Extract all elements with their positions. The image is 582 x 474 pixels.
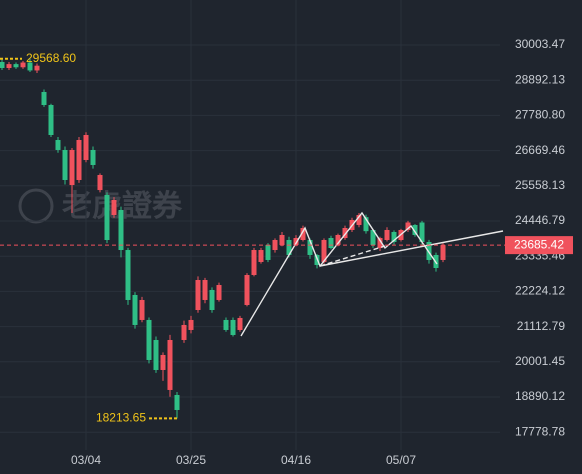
grid xyxy=(0,0,500,450)
candles xyxy=(0,58,446,419)
candle-body xyxy=(230,319,236,335)
y-tick-label: 28892.13 xyxy=(515,72,565,86)
candle-body xyxy=(342,227,348,239)
candle-body xyxy=(195,280,201,310)
candle-body xyxy=(405,222,411,230)
high-marker-label: 29568.60 xyxy=(26,51,76,65)
candle-body xyxy=(111,199,117,216)
y-tick-label: 26669.46 xyxy=(515,143,565,157)
candle-body xyxy=(13,64,19,68)
candle-body xyxy=(181,324,187,340)
x-tick-label: 04/16 xyxy=(281,453,311,467)
candle-body xyxy=(118,210,124,251)
candle-body xyxy=(363,217,369,232)
y-tick-label: 18890.12 xyxy=(515,389,565,403)
trend-line-dashed xyxy=(319,245,386,267)
candle-body xyxy=(426,241,432,260)
candle-body xyxy=(335,234,341,246)
candle-body xyxy=(286,239,292,255)
candle-body xyxy=(209,289,215,310)
overlay: 30003.47 28892.13 27780.80 26669.46 25558.13… xyxy=(0,37,573,467)
y-tick-label: 20001.45 xyxy=(515,354,565,368)
candle-body xyxy=(132,294,138,325)
candle-body xyxy=(391,231,397,242)
candle-body xyxy=(377,238,383,249)
candle-body xyxy=(62,149,68,181)
candle-body xyxy=(412,224,418,235)
candle-body xyxy=(223,319,229,330)
low-marker-label: 18213.65 xyxy=(96,411,146,425)
y-tick-label: 17778.78 xyxy=(515,424,565,438)
candle-body xyxy=(69,149,75,186)
y-tick-label: 27780.80 xyxy=(515,108,565,122)
y-tick-label: 21112.79 xyxy=(517,319,566,333)
pattern-line xyxy=(240,211,438,337)
drawing-lines xyxy=(240,211,504,337)
candle-body xyxy=(265,245,271,260)
candle-body xyxy=(174,394,180,410)
y-tick-label: 30003.47 xyxy=(515,37,565,51)
y-tick-label: 22224.12 xyxy=(515,284,565,298)
candle-body xyxy=(202,280,208,300)
candle-body xyxy=(321,239,327,262)
candle-body xyxy=(237,317,243,330)
candle-body xyxy=(307,239,313,255)
x-tick-label: 05/07 xyxy=(386,453,416,467)
candle-body xyxy=(384,229,390,240)
candle-body xyxy=(216,285,222,300)
candle-body xyxy=(251,250,257,275)
candle-body xyxy=(97,175,103,191)
candle-body xyxy=(76,140,82,181)
candle-body xyxy=(328,238,334,249)
candle-body xyxy=(90,149,96,165)
candle-body xyxy=(55,140,61,150)
watermark-logo xyxy=(18,188,54,224)
candle-body xyxy=(188,319,194,330)
y-tick-label: 25558.13 xyxy=(515,178,565,192)
candle-body xyxy=(125,250,131,300)
x-tick-label: 03/25 xyxy=(176,453,206,467)
candle-body xyxy=(300,227,306,240)
candle-body xyxy=(34,65,40,71)
candle-body xyxy=(440,245,446,260)
candle-body xyxy=(244,274,250,305)
candle-body xyxy=(0,61,5,69)
candle-body xyxy=(279,234,285,246)
candle-body xyxy=(83,134,89,160)
candle-body xyxy=(146,319,152,360)
x-tick-label: 03/04 xyxy=(71,453,101,467)
candle-body xyxy=(419,222,425,242)
candle-body xyxy=(293,238,299,246)
candle-body xyxy=(48,105,54,135)
candle-body xyxy=(167,339,173,390)
candle-body xyxy=(370,229,376,246)
candle-body xyxy=(160,354,166,370)
candle-body xyxy=(6,64,12,69)
candle-body xyxy=(104,194,110,240)
candle-body xyxy=(153,339,159,370)
candle-body xyxy=(27,62,33,71)
candle-body xyxy=(41,91,47,106)
y-tick-label: 24446.79 xyxy=(515,213,565,227)
trend-line xyxy=(319,230,504,267)
last-price-label: 23685.42 xyxy=(514,237,564,251)
candle-body xyxy=(139,299,145,320)
candle-body xyxy=(20,62,26,68)
candle-body xyxy=(356,215,362,225)
candle-body xyxy=(258,250,264,262)
last-price-box xyxy=(505,236,573,255)
